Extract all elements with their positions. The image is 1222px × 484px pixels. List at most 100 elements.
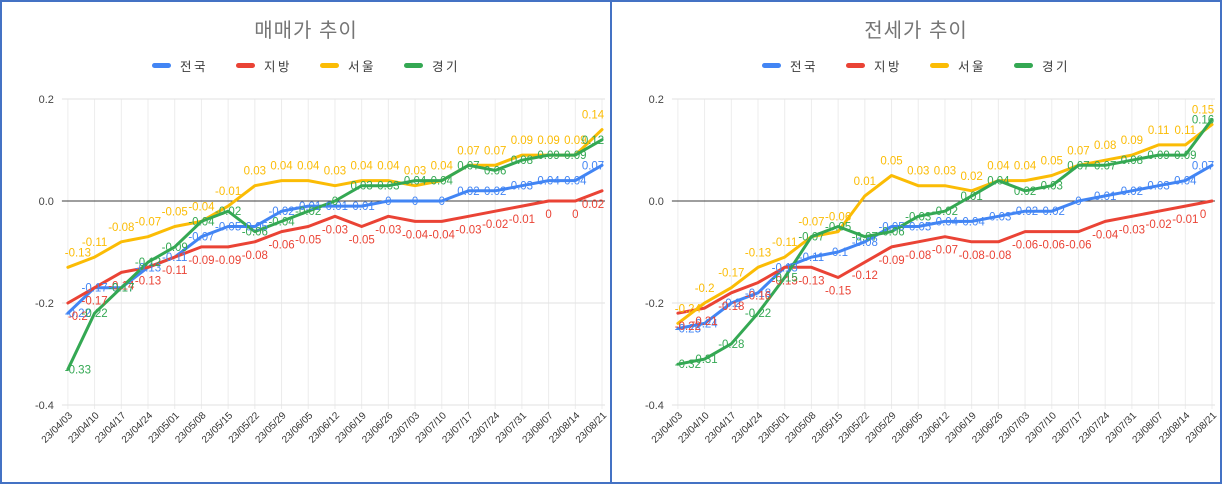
data-point-label: -0.03 [322, 224, 348, 236]
legend-item-서울[interactable]: 서울 [930, 56, 986, 75]
legend-item-지방[interactable]: 지방 [845, 56, 902, 75]
data-point-label: -0.02 [295, 206, 321, 218]
y-axis-tick-label: 0.2 [39, 94, 54, 106]
data-point-label: 0.04 [270, 161, 293, 173]
data-point-label: 0 [332, 196, 338, 208]
data-point-label: 0.03 [1041, 181, 1063, 193]
data-point-label: -0.05 [905, 221, 931, 233]
legend-swatch-icon [320, 63, 339, 68]
data-point-label: -0.06 [1065, 240, 1091, 252]
data-point-label: 0 [439, 196, 445, 208]
data-point-label: -0.13 [135, 262, 161, 274]
data-point-label: -0.17 [718, 268, 744, 280]
data-point-label: 0.07 [484, 145, 506, 157]
data-point-label: 0.07 [1067, 145, 1089, 157]
data-point-label: -0.05 [242, 221, 268, 233]
data-point-label: -0.18 [718, 301, 744, 313]
jeonse-chart-legend: 전국 지방 서울 경기 [612, 56, 1220, 75]
data-point-label: 0.08 [511, 155, 533, 167]
data-point-label: 0.03 [324, 166, 346, 178]
legend-swatch-icon [404, 63, 424, 68]
data-point-label: 0 [545, 209, 551, 221]
legend-label: 지방 [263, 60, 292, 74]
data-point-label: -0.13 [798, 275, 824, 287]
legend-item-서울[interactable]: 서울 [320, 56, 376, 75]
data-point-label: 0.02 [1014, 186, 1036, 198]
data-point-label: 0.09 [511, 135, 533, 147]
data-point-label: 0.16 [1192, 114, 1214, 126]
y-axis-tick-label: 0.0 [649, 196, 664, 208]
data-point-label: -0.09 [878, 255, 904, 267]
data-point-label: -0.08 [852, 237, 878, 249]
legend-item-전국[interactable]: 전국 [761, 56, 818, 75]
data-point-label: -0.2 [68, 311, 88, 323]
data-point-label: -0.11 [82, 237, 107, 249]
data-point-label: 0.03 [1147, 181, 1169, 193]
data-point-label: -0.06 [268, 240, 294, 252]
series-line-전국 [676, 163, 1214, 330]
data-point-label: 0.02 [1121, 186, 1143, 198]
data-point-label: 0.02 [484, 186, 506, 198]
data-point-label: -0.31 [692, 354, 718, 366]
data-point-label: 0.09 [1147, 150, 1169, 162]
data-point-label: -0.04 [429, 229, 456, 241]
data-point-label: 0.07 [457, 145, 479, 157]
data-point-label: -0.02 [1146, 219, 1172, 231]
y-axis-tick-label: 0.0 [39, 196, 54, 208]
data-point-label: -0.13 [772, 275, 798, 287]
legend-swatch-icon [845, 63, 865, 68]
data-point-label: -0.04 [188, 216, 215, 228]
data-point-label: -0.07 [932, 245, 958, 257]
legend-item-전국[interactable]: 전국 [151, 56, 208, 75]
data-point-label: -0.02 [932, 206, 958, 218]
data-point-label: 0.03 [511, 181, 533, 193]
legend-item-경기[interactable]: 경기 [1014, 56, 1070, 75]
data-point-label: -0.03 [455, 224, 481, 236]
data-point-label: 0.05 [1041, 155, 1063, 167]
data-point-label: 0.02 [457, 186, 479, 198]
data-point-label: 0.05 [880, 155, 902, 167]
data-point-label: -0.02 [1039, 206, 1065, 218]
data-point-label: -0.01 [322, 201, 348, 213]
legend-label: 지방 [873, 60, 902, 74]
legend-item-경기[interactable]: 경기 [404, 56, 460, 75]
series-line-서울 [676, 123, 1214, 325]
data-point-label: 0.15 [1192, 104, 1214, 116]
data-point-label: 0.09 [1174, 150, 1196, 162]
data-point-label: -0.05 [878, 221, 904, 233]
data-point-label: -0.15 [772, 272, 798, 284]
legend-label: 전국 [179, 60, 208, 74]
data-point-label: -0.07 [798, 217, 824, 229]
data-point-label: -0.12 [852, 270, 878, 282]
data-point-label: -0.04 [932, 216, 959, 228]
data-point-label: -0.32 [675, 359, 701, 371]
data-point-label: -0.08 [108, 222, 134, 234]
data-point-label: 0.01 [854, 176, 876, 188]
data-point-label: -0.2 [721, 298, 741, 310]
data-point-label: 0.04 [431, 161, 454, 173]
data-point-label: -0.17 [82, 283, 108, 295]
data-point-label: -0.17 [108, 283, 134, 295]
data-point-label: -0.07 [798, 232, 824, 244]
data-point-label: -0.24 [675, 303, 702, 315]
data-point-label: 0.11 [1175, 125, 1196, 137]
data-point-label: 0.04 [1174, 176, 1197, 188]
data-point-label: 0.09 [537, 150, 559, 162]
legend-swatch-icon [1014, 63, 1034, 68]
legend-label: 서울 [348, 60, 377, 74]
data-point-label: -0.1 [828, 247, 848, 259]
data-point-label: 0.04 [404, 176, 427, 188]
data-point-label: 0.03 [934, 166, 956, 178]
data-point-label: -0.05 [162, 206, 188, 218]
series-line-서울 [66, 128, 604, 269]
sale-chart-legend: 전국 지방 서울 경기 [2, 56, 610, 75]
data-point-label: -0.06 [242, 227, 268, 239]
data-point-label: 0.03 [350, 181, 372, 193]
data-point-label: 0.07 [1067, 160, 1089, 172]
data-point-label: -0.14 [108, 280, 135, 292]
data-point-label: 0.04 [564, 176, 587, 188]
data-point-label: -0.18 [745, 288, 771, 300]
legend-item-지방[interactable]: 지방 [235, 56, 292, 75]
legend-label: 경기 [432, 60, 461, 74]
data-point-label: -0.13 [65, 247, 91, 259]
